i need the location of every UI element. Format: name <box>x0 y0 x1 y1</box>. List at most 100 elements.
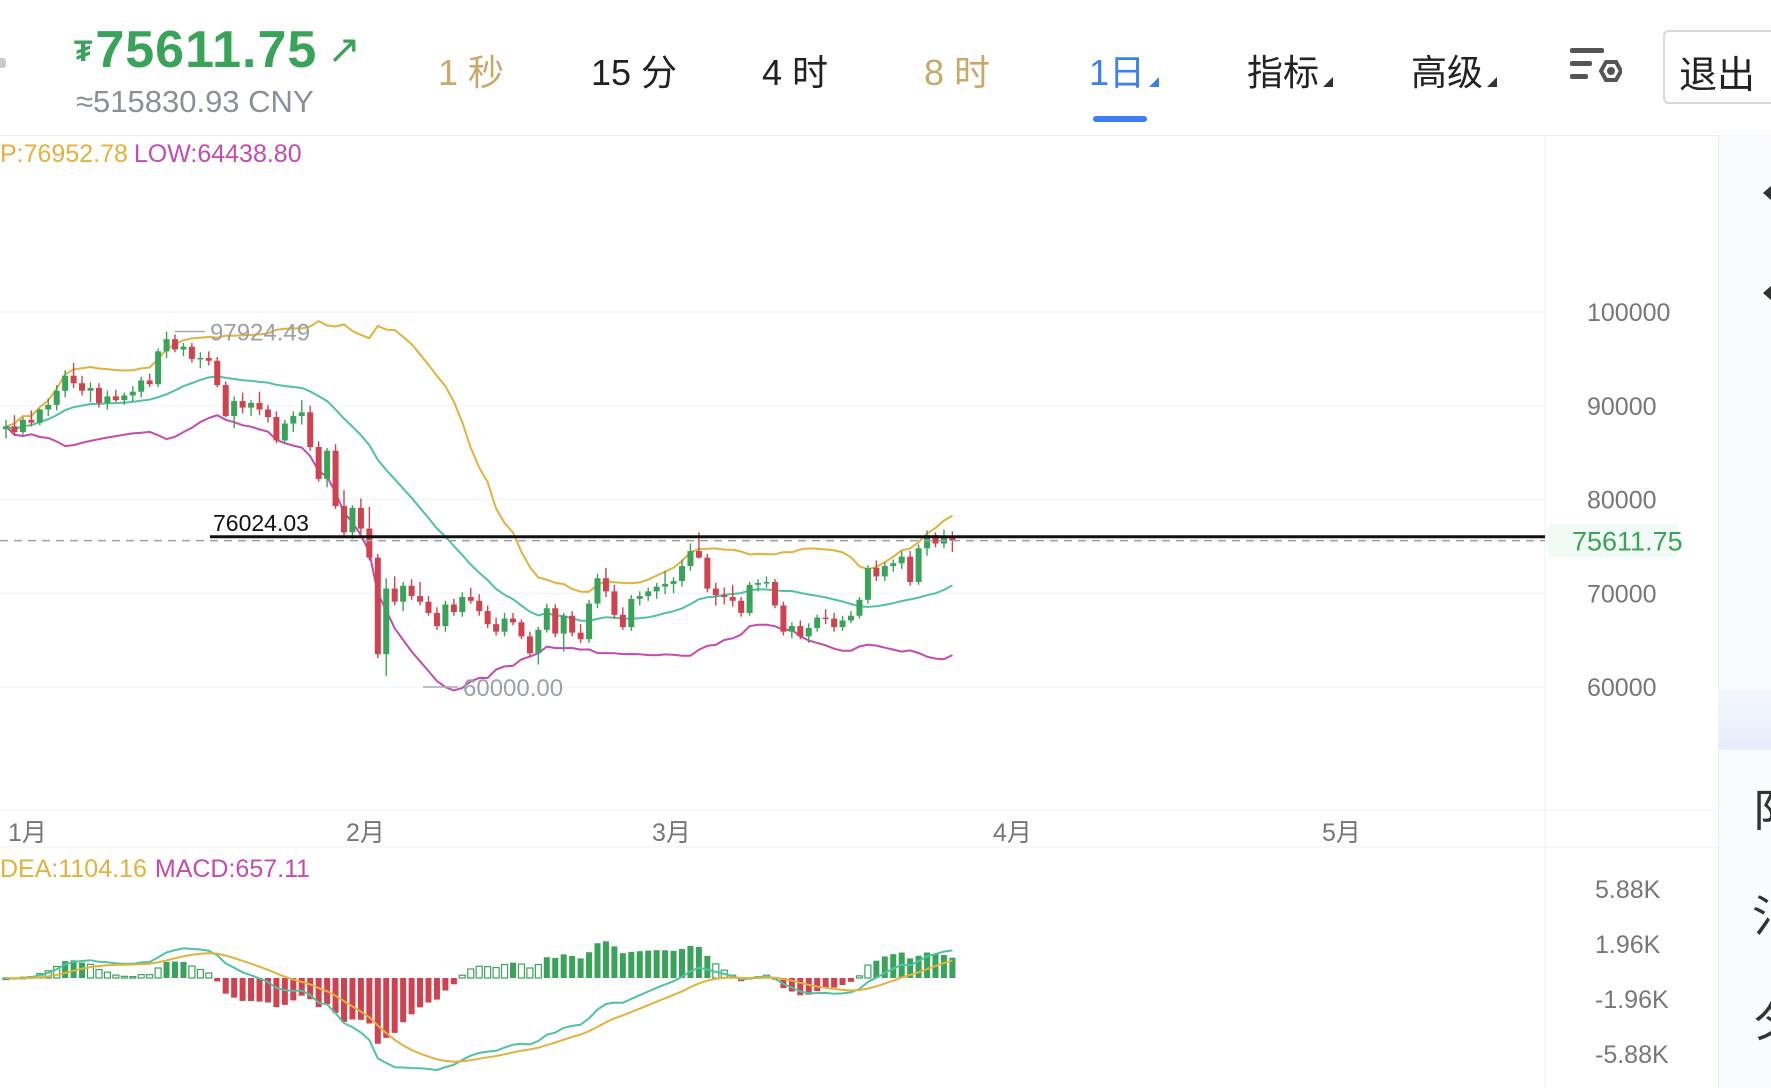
tab-label: 15 分 <box>591 52 678 93</box>
candle-body <box>121 395 128 401</box>
candle-body <box>256 402 263 410</box>
macd-bar <box>205 972 213 979</box>
macd-bar <box>679 949 685 978</box>
time-axis-label: 1月 <box>8 819 47 847</box>
candle-body <box>129 391 136 396</box>
tab-4h[interactable]: 4 时 <box>762 44 828 96</box>
macd-bar <box>146 974 154 979</box>
macd-bar <box>62 961 69 978</box>
macd-bar <box>450 978 457 985</box>
boll-upper-line <box>5 319 953 593</box>
tether-icon: ₮ <box>74 35 94 68</box>
current-price-tag-label: 75611.75 <box>1572 527 1683 557</box>
macd-bar <box>517 963 526 979</box>
candle-body <box>755 582 762 585</box>
candle-body <box>214 360 221 386</box>
candle-body <box>653 586 660 592</box>
candle-body <box>163 339 170 352</box>
low-marker-label: 60000.00 <box>463 675 563 702</box>
candle-body <box>332 450 339 507</box>
tab-1d[interactable]: 1日 <box>1089 44 1160 96</box>
macd-bar <box>881 956 888 978</box>
macd-dea-line <box>5 952 953 1063</box>
candle-body <box>273 417 280 441</box>
tab-15m[interactable]: 15 分 <box>591 44 677 96</box>
tab-1s[interactable]: 1 秒 <box>438 44 504 96</box>
time-axis: 1月 2月 3月 4月 5月 <box>8 819 1361 847</box>
candle-body <box>442 604 449 627</box>
tab-advanced[interactable]: 高级 <box>1411 44 1498 96</box>
macd-histogram <box>2 941 956 1072</box>
time-axis-label: 3月 <box>652 819 691 847</box>
candle-body <box>467 597 474 601</box>
candle-body <box>36 409 43 423</box>
boll-up-label: P:76952.78 LOW:64438.80 <box>0 140 302 168</box>
candle-body <box>924 535 931 549</box>
candle-body <box>721 595 728 597</box>
candle-body <box>383 588 390 655</box>
candle-body <box>645 591 652 597</box>
high-marker-label: 97924.49 <box>210 319 310 346</box>
candle-body <box>172 339 178 350</box>
candle-body <box>357 507 364 529</box>
candle-body <box>374 557 381 655</box>
kline-chart[interactable]: P:76952.78 LOW:64438.80 76024.03 97924.49… <box>0 135 1718 1088</box>
collapse-arrow-icon[interactable] <box>1763 185 1771 201</box>
macd-bar <box>391 978 398 1033</box>
candle-body <box>484 611 491 625</box>
candle-body <box>586 603 593 640</box>
macd-bar <box>467 968 475 979</box>
macd-bar <box>417 978 424 1008</box>
tab-label: 高级 <box>1411 52 1484 93</box>
macd-bar <box>222 978 229 994</box>
macd-bar <box>526 967 534 979</box>
macd-bar <box>180 961 187 978</box>
macd-bar <box>577 958 584 978</box>
candle-body <box>146 380 153 385</box>
candle-body <box>264 409 271 417</box>
candle-body <box>70 375 77 384</box>
macd-bar <box>662 950 669 978</box>
candle-body <box>188 346 195 359</box>
macd-bar <box>196 968 204 979</box>
candle-body <box>636 596 643 599</box>
price-axis: 100000 90000 80000 70000 60000 <box>1587 299 1670 702</box>
candle-body <box>87 387 94 391</box>
macd-bar <box>704 955 711 978</box>
macd-bar <box>831 978 838 988</box>
candle-body <box>788 626 795 632</box>
collapse-arrow-icon[interactable] <box>1763 285 1771 301</box>
candle-body <box>848 615 854 621</box>
macd-tick-label: 5.88K <box>1595 876 1661 904</box>
macd-bar <box>129 976 137 979</box>
side-drawer[interactable] <box>1718 135 1771 1088</box>
candle-body <box>712 588 719 596</box>
macd-bar <box>500 963 509 979</box>
candle-body <box>535 629 542 654</box>
macd-legend: DEA:1104.16 MACD:657.11 <box>0 855 310 883</box>
candle-body <box>797 626 804 637</box>
candle-body <box>628 598 635 627</box>
candle-body <box>594 578 601 604</box>
chart-settings-icon[interactable] <box>1568 44 1622 90</box>
candle-body <box>433 612 440 627</box>
candle-body <box>577 632 584 640</box>
macd-tick-label: -1.96K <box>1595 986 1669 1014</box>
macd-bar <box>163 961 170 978</box>
candle-body <box>104 396 111 403</box>
macd-bar <box>645 950 652 978</box>
macd-bar <box>594 943 601 978</box>
macd-bar <box>611 946 618 978</box>
boll-mid-line <box>5 375 953 622</box>
macd-bar <box>273 978 280 1008</box>
tab-indicators[interactable]: 指标 <box>1247 44 1334 96</box>
macd-bar <box>103 971 112 979</box>
candlesticks <box>3 331 956 676</box>
back-handle[interactable] <box>0 58 6 68</box>
macd-bar <box>552 957 559 978</box>
tab-8h[interactable]: 8 时 <box>924 44 990 96</box>
candle-body <box>873 567 880 577</box>
candle-body <box>738 600 745 613</box>
macd-bar <box>543 957 550 978</box>
exit-button[interactable]: 退出 <box>1663 30 1771 104</box>
